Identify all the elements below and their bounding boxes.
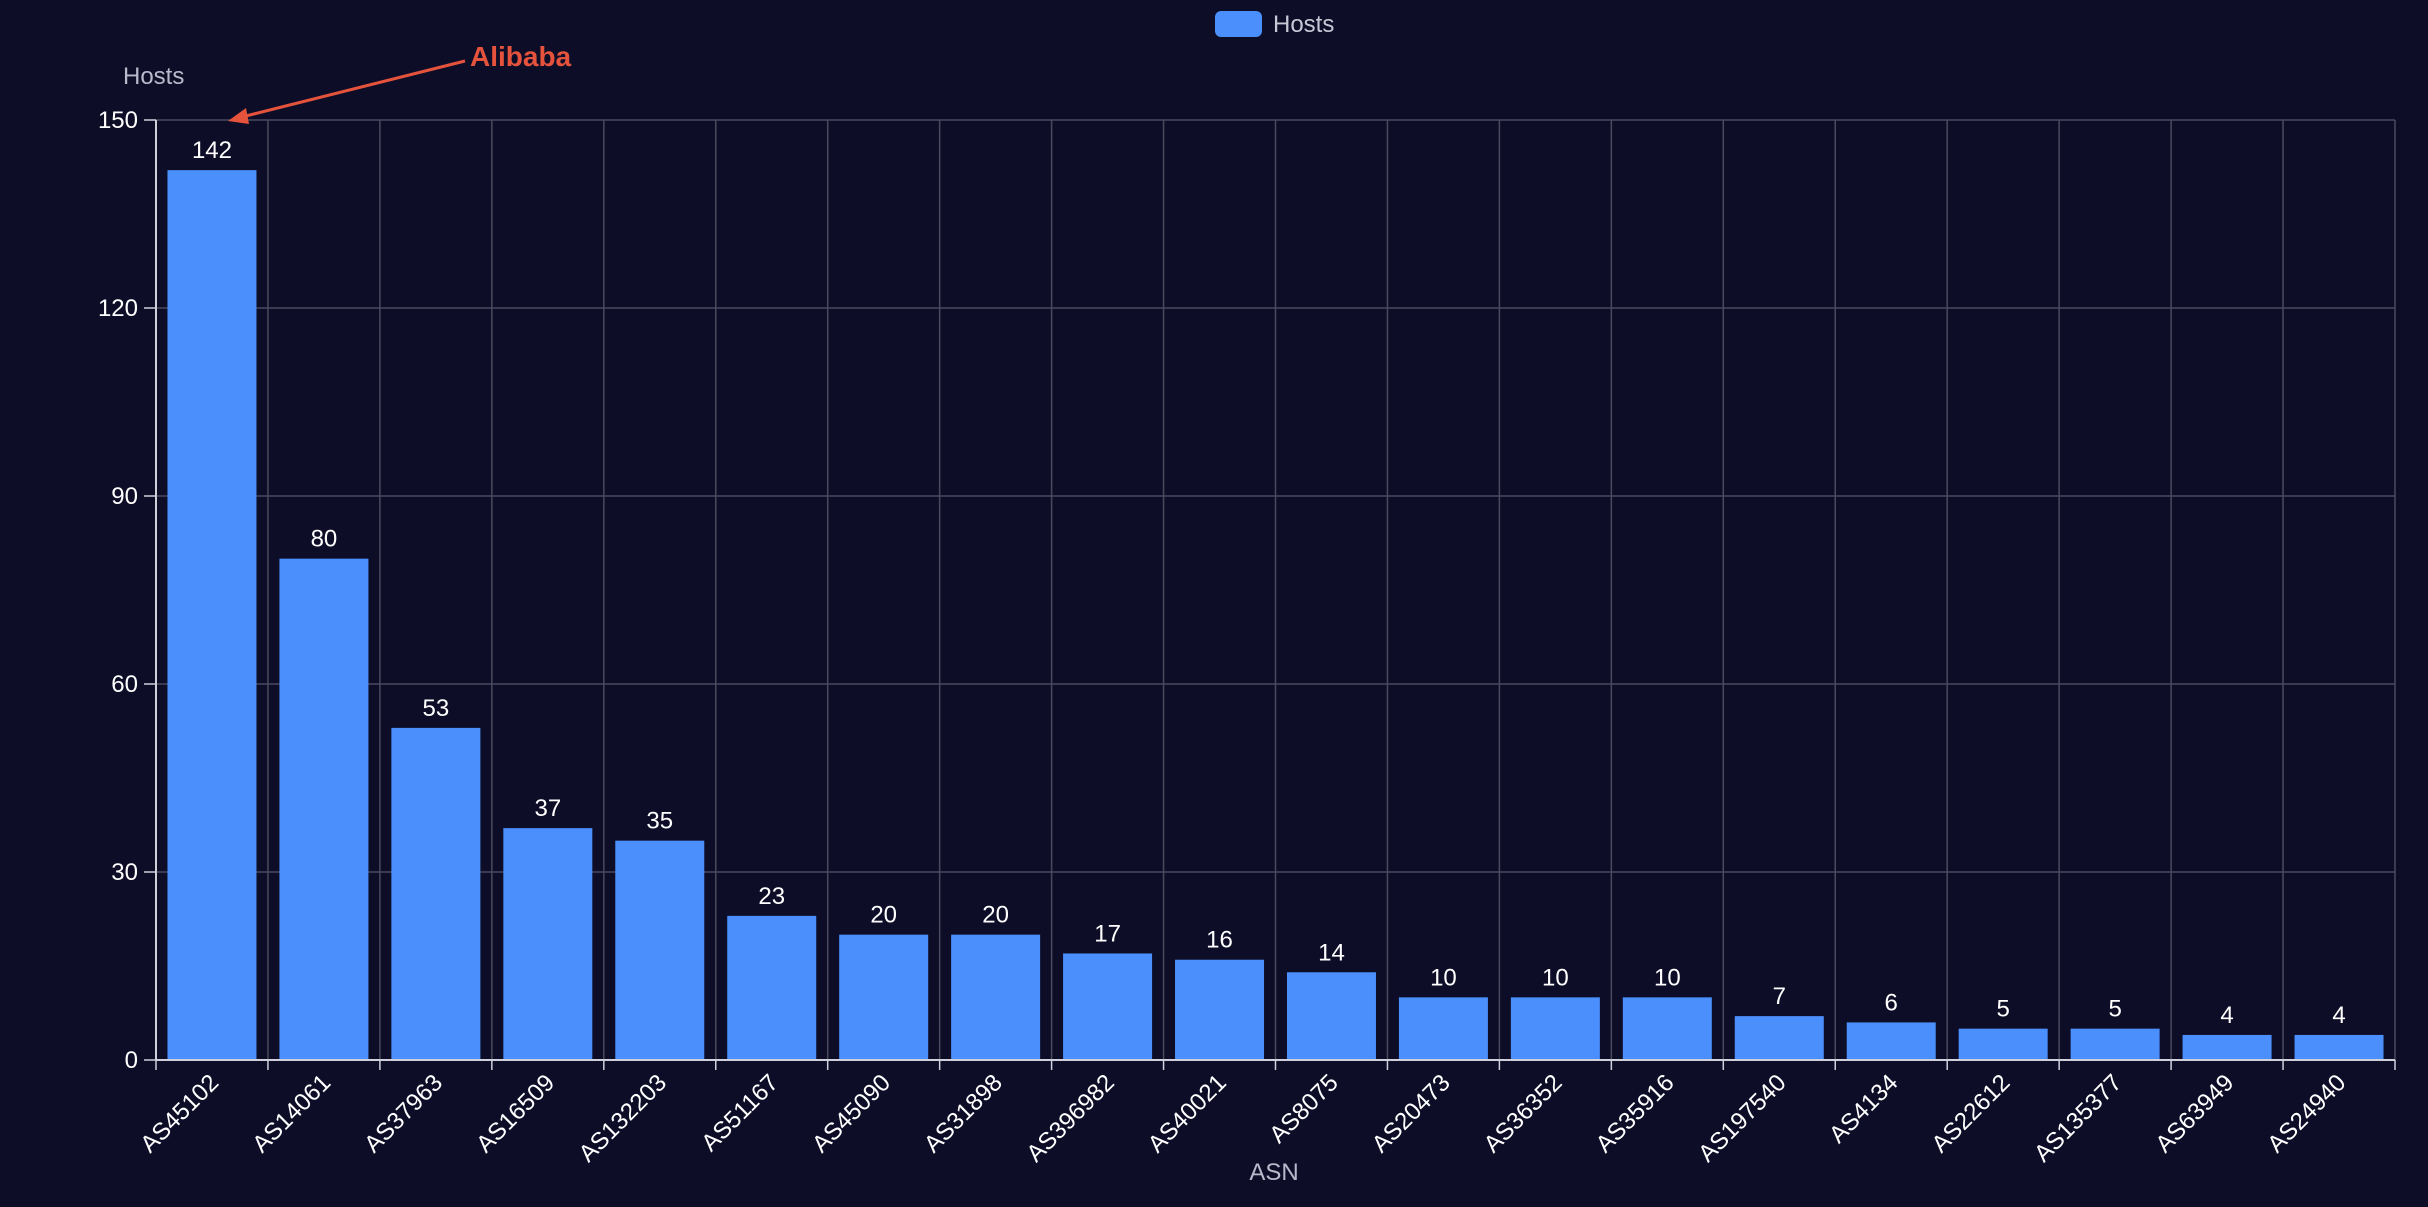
x-tick-label: AS22612 — [1926, 1069, 2015, 1158]
bar-as63949[interactable] — [2182, 1034, 2272, 1060]
data-label: 17 — [1094, 920, 1121, 947]
x-tick-label: AS132203 — [574, 1069, 672, 1167]
data-label: 20 — [870, 902, 897, 929]
x-tick-label: AS31898 — [919, 1069, 1008, 1158]
y-tick-label: 30 — [111, 859, 138, 886]
data-label: 53 — [423, 695, 450, 722]
data-label: 10 — [1430, 964, 1457, 991]
legend-swatch[interactable] — [1215, 11, 1262, 37]
bar-as8075[interactable] — [1286, 972, 1376, 1060]
bar-as16509[interactable] — [503, 828, 593, 1060]
data-label: 10 — [1542, 964, 1569, 991]
x-tick-label: AS197540 — [1693, 1069, 1791, 1167]
annotation-arrow-line — [237, 59, 466, 120]
bar-as35916[interactable] — [1622, 997, 1712, 1060]
x-tick-label: AS63949 — [2150, 1069, 2239, 1158]
bar-as132203[interactable] — [615, 840, 705, 1060]
bar-as31898[interactable] — [951, 934, 1041, 1060]
data-label: 142 — [192, 137, 232, 164]
x-tick-label: AS36352 — [1479, 1069, 1568, 1158]
x-tick-label: AS135377 — [2029, 1069, 2127, 1167]
x-tick-label: AS20473 — [1367, 1069, 1456, 1158]
data-label: 20 — [982, 902, 1009, 929]
data-label: 4 — [2332, 1002, 2345, 1029]
annotation-label-alibaba: Alibaba — [470, 41, 572, 72]
annotation: Alibaba — [228, 41, 572, 124]
x-tick-label: AS396982 — [1021, 1069, 1119, 1167]
x-tick-label: AS8075 — [1264, 1069, 1343, 1148]
x-axis-title: ASN — [1249, 1159, 1298, 1186]
bar-as40021[interactable] — [1175, 959, 1265, 1060]
bar-as197540[interactable] — [1734, 1016, 1824, 1060]
bar-as45102[interactable] — [167, 170, 257, 1061]
y-tick-label: 120 — [98, 295, 138, 322]
grid — [155, 119, 2396, 1061]
annotation-arrow-head — [228, 108, 249, 124]
bar-as37963[interactable] — [391, 727, 481, 1060]
data-label: 5 — [1996, 996, 2009, 1023]
data-label: 6 — [1885, 989, 1898, 1016]
x-tick-label: AS4134 — [1824, 1069, 1903, 1148]
data-label: 37 — [534, 795, 561, 822]
legend-label-hosts[interactable]: Hosts — [1273, 11, 1334, 38]
y-axis-title: Hosts — [123, 63, 184, 90]
data-label: 16 — [1206, 927, 1233, 954]
x-tick-label: AS35916 — [1591, 1069, 1680, 1158]
x-tick-label: AS37963 — [359, 1069, 448, 1158]
data-label: 35 — [646, 808, 673, 835]
x-tick-label: AS16509 — [471, 1069, 560, 1158]
data-label: 23 — [758, 883, 785, 910]
y-tick-label: 150 — [98, 107, 138, 134]
x-tick-label: AS40021 — [1143, 1069, 1232, 1158]
bar-as396982[interactable] — [1063, 953, 1153, 1060]
data-label: 14 — [1318, 939, 1345, 966]
x-tick-label: AS14061 — [247, 1069, 336, 1158]
y-tick-label: 60 — [111, 671, 138, 698]
bar-as45090[interactable] — [839, 934, 929, 1060]
data-label: 7 — [1773, 983, 1786, 1010]
data-label: 4 — [2220, 1002, 2233, 1029]
bar-as135377[interactable] — [2070, 1028, 2160, 1060]
bar-as36352[interactable] — [1510, 997, 1600, 1060]
bar-as24940[interactable] — [2294, 1034, 2384, 1060]
x-tick-label: AS24940 — [2262, 1069, 2351, 1158]
data-label: 10 — [1654, 964, 1681, 991]
bar-as51167[interactable] — [727, 915, 817, 1060]
x-tick-label: AS45090 — [807, 1069, 896, 1158]
y-tick-label: 90 — [111, 483, 138, 510]
bar-as4134[interactable] — [1846, 1022, 1936, 1060]
bar-as14061[interactable] — [279, 558, 369, 1060]
data-label: 5 — [2108, 996, 2121, 1023]
data-label: 80 — [311, 526, 338, 553]
bars: 142 80 53 37 35 23 20 20 17 16 14 10 10 10 7 6 5 5 4 4 — [167, 137, 2384, 1061]
bar-as20473[interactable] — [1398, 997, 1488, 1060]
y-tick-label: 0 — [125, 1047, 138, 1074]
x-tick-label: AS51167 — [696, 1069, 784, 1157]
bar-as22612[interactable] — [1958, 1028, 2048, 1060]
legend[interactable]: Hosts — [1215, 11, 1334, 38]
x-tick-label: AS45102 — [135, 1069, 224, 1158]
